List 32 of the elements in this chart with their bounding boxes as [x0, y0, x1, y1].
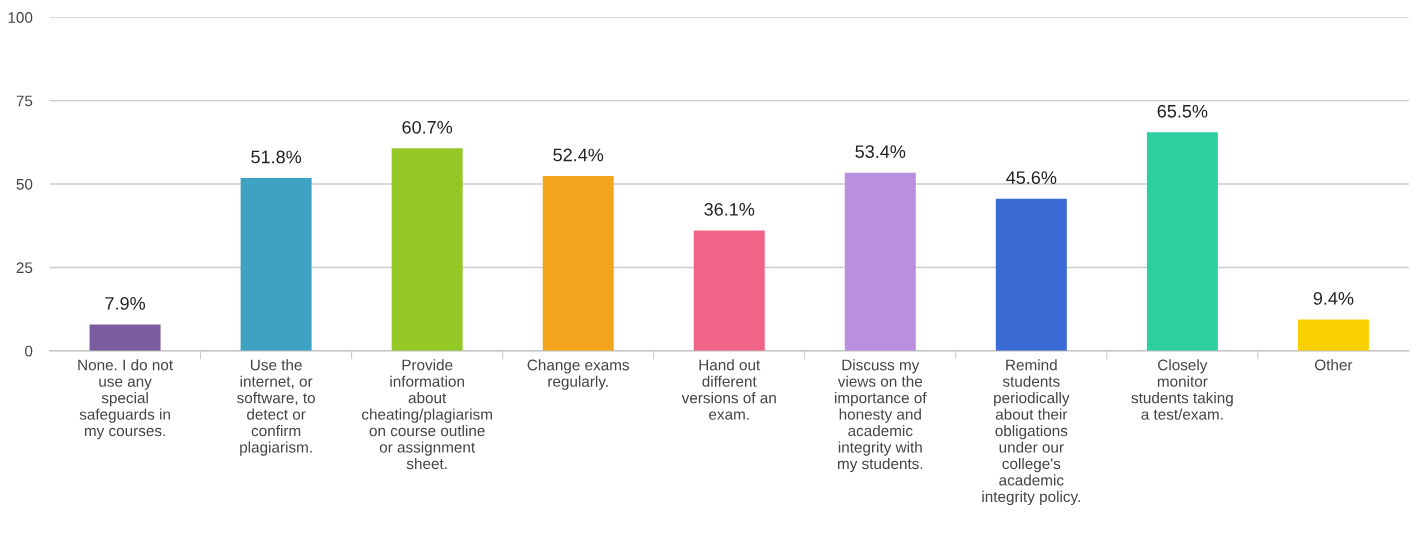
y-tick-label: 25 — [16, 262, 33, 274]
x-tick-label: Discuss my views on the importance of honesty and academic integrity with my students. — [835, 359, 927, 473]
data-label: 9.4% — [1313, 292, 1354, 305]
x-tick-label: Change exams regularly. — [527, 359, 630, 390]
bar — [844, 172, 916, 351]
bar — [693, 230, 765, 351]
y-tick-label: 0 — [24, 345, 33, 357]
data-label: 60.7% — [402, 120, 453, 134]
bar — [1297, 319, 1369, 351]
x-tick-label: Closely monitor students taking a test/exam. — [1131, 359, 1233, 420]
y-tick-label: 100 — [8, 12, 33, 23]
data-label: 7.9% — [105, 297, 146, 310]
category-label: Remind students periodically about their obligations under our college's academic integrity policy. — [982, 359, 1080, 506]
data-label: 65.5% — [1157, 104, 1208, 118]
x-tick-label: Use the internet, or software, to detect or confirm plagiarism. — [237, 359, 315, 456]
data-label: 53.4% — [855, 145, 906, 159]
data-label: 45.6% — [1006, 171, 1057, 185]
bar — [240, 178, 312, 351]
bar — [542, 176, 614, 351]
data-label: 52.4% — [553, 148, 604, 162]
data-label: 36.1% — [704, 202, 755, 216]
y-tick-label: 75 — [16, 95, 33, 107]
x-tick-label: Hand out different versions of an exam. — [681, 359, 776, 420]
bar — [995, 198, 1067, 351]
x-tick-label: Other — [1315, 359, 1353, 371]
data-label: 51.8% — [251, 150, 302, 164]
x-tick-label: Provide information about cheating/plagiarism on course outline or assignment sheet. — [362, 359, 492, 470]
bar — [1146, 132, 1218, 351]
x-tick-label: None. I do not use any special safeguards in my courses. — [78, 359, 173, 440]
bar — [89, 324, 161, 351]
y-tick-label: 50 — [16, 178, 33, 190]
bar — [391, 148, 463, 351]
